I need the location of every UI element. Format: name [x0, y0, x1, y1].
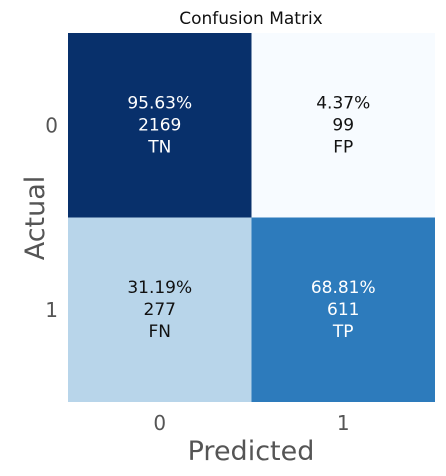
- cell-percent-label-0-1: 4.37%: [316, 93, 370, 113]
- axis-ticks: 0 1 0 1: [45, 113, 349, 435]
- y-tick-label-0: 0: [45, 113, 58, 137]
- x-tick-label-0: 0: [153, 411, 166, 435]
- heatmap-cell-0-0: [68, 33, 252, 218]
- heatmap-cell-1-1: [251, 217, 435, 402]
- x-tick-label-1: 1: [337, 411, 350, 435]
- cell-percent-label-0-0: 95.63%: [127, 93, 192, 113]
- cell-percent-label-1-1: 68.81%: [311, 278, 376, 298]
- heatmap-cell-1-0: [68, 217, 252, 402]
- chart-title: Confusion Matrix: [179, 9, 323, 29]
- cell-tag-label-1-0: FN: [149, 322, 172, 342]
- y-tick-label-1: 1: [45, 298, 58, 322]
- cell-count-label-1-1: 611: [327, 300, 359, 320]
- cell-count-label-0-0: 2169: [138, 115, 181, 135]
- heatmap-cell-0-1: [251, 33, 435, 218]
- cell-count-label-1-0: 277: [144, 300, 176, 320]
- y-axis-label: Actual: [20, 176, 51, 261]
- cell-tag-label-0-0: TN: [147, 137, 171, 157]
- cell-tag-label-1-1: TP: [332, 322, 354, 342]
- x-axis-label: Predicted: [188, 436, 315, 467]
- cell-tag-label-0-1: FP: [333, 137, 353, 157]
- cell-percent-label-1-0: 31.19%: [127, 278, 192, 298]
- cell-count-label-0-1: 99: [332, 115, 354, 135]
